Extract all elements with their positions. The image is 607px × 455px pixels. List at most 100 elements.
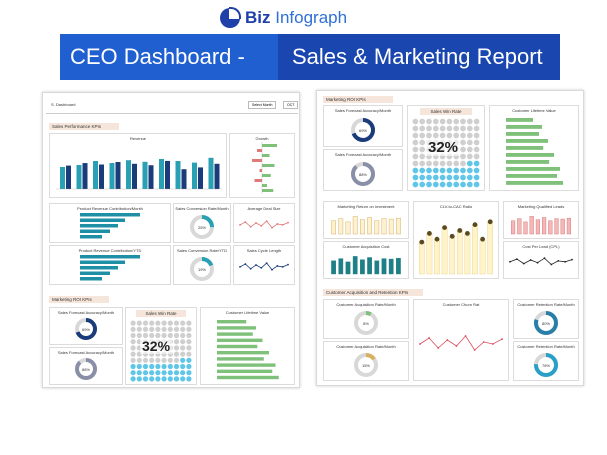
roi-title: Marketing Return on Investment (337, 204, 395, 209)
series-point (276, 265, 279, 267)
revenue-bar (148, 165, 154, 189)
growth-bar (259, 169, 262, 172)
ratio-column (434, 239, 440, 275)
win-dot (142, 363, 149, 370)
series-point (271, 268, 273, 271)
win-dot (446, 118, 453, 125)
ratio-column (456, 230, 463, 275)
growth-bar (262, 164, 275, 167)
dashboard-tab: S. Dashboard (51, 102, 76, 107)
churn-line (419, 335, 503, 351)
column-bar (331, 220, 336, 235)
series-point (249, 225, 252, 228)
divider (46, 113, 298, 114)
win-dot (466, 125, 473, 132)
churn-title: Customer Churn Rat (442, 302, 480, 307)
win-dot (412, 167, 419, 174)
ret2-value: 76% (542, 363, 550, 368)
win-dot (466, 146, 473, 153)
win-dot (426, 160, 432, 167)
win-dot (473, 174, 480, 181)
win-dot (426, 181, 432, 188)
win-dot (167, 376, 173, 382)
banner-title-left: CEO Dashboard - (60, 34, 278, 80)
select-month-button[interactable]: Select Month (248, 101, 277, 109)
column-bar (367, 217, 372, 235)
prc-month-bars (80, 213, 140, 239)
column-bar (381, 258, 387, 275)
conv-month-value: 25% (198, 225, 206, 230)
win-dot (167, 332, 173, 339)
revenue-chart: Revenue (49, 133, 227, 198)
product-bar (80, 229, 110, 233)
growth-bar (257, 149, 262, 152)
win-dot (136, 326, 142, 332)
win-dot (439, 118, 446, 125)
win-dot (432, 181, 439, 188)
clv-bar (217, 326, 256, 330)
win-dot (173, 370, 180, 376)
product-bar (80, 213, 140, 217)
win-dot (426, 167, 432, 174)
win-dot (186, 339, 192, 345)
win-dot (460, 132, 466, 139)
brand: Biz Infograph (220, 7, 347, 28)
mql-title: Marketing Qualified Leads (517, 204, 565, 209)
series-line (509, 257, 573, 265)
win-dot (161, 370, 167, 376)
clv-bar (506, 139, 548, 143)
clv-bar (506, 118, 533, 122)
win-dot (142, 370, 149, 376)
column-bar (331, 260, 336, 275)
win-dot (136, 363, 142, 370)
section-marketing-kpis-r: Marketing ROI KPIs (323, 96, 393, 103)
ratio-marker (472, 222, 478, 228)
forecast2-donut: 88% (75, 358, 97, 380)
win-dot (130, 363, 136, 370)
acq1-title: Customer Acquisition Rate/Month (336, 302, 396, 307)
revenue-bar (165, 160, 170, 189)
dashboard-screenshot-right: Marketing ROI KPIs Sales Forecast Accura… (316, 90, 584, 386)
ratio-marker (480, 236, 485, 242)
win-dot (460, 118, 466, 125)
column-bar (367, 257, 372, 275)
churn-chart: Customer Churn Rat (413, 299, 509, 381)
win-dot (167, 320, 173, 326)
series-point (446, 339, 449, 341)
win-dot (426, 132, 432, 139)
column-bar (338, 258, 344, 275)
win-dot (412, 153, 419, 160)
win-dot (161, 376, 167, 382)
win-dot (453, 118, 460, 125)
win-dot (161, 332, 167, 339)
win-dot (419, 160, 426, 167)
win-dot (432, 160, 439, 167)
cac-bars (331, 256, 401, 275)
product-bar (80, 277, 102, 281)
win-dot (432, 125, 439, 132)
month-selector[interactable]: OCT (283, 101, 299, 109)
prc-ytd-title: Product Revenue Contribution/YTD (78, 248, 142, 253)
revenue-bar (142, 161, 148, 189)
column-bar (374, 260, 380, 275)
win-dot (173, 345, 180, 351)
growth-bar (252, 159, 262, 162)
ret1-value: 80% (542, 321, 550, 326)
ret-gauge-1: Customer Retention Rate/Month 80% (513, 299, 579, 339)
mql-bars (511, 216, 571, 235)
win-dot (130, 357, 136, 363)
win-dot (130, 351, 136, 357)
series-line (419, 335, 503, 351)
acq2-value: 15% (362, 363, 370, 368)
series-point (419, 343, 421, 345)
forecast-r2-donut: 88% (351, 162, 375, 186)
clv-chart: Customer Lifetime Value (200, 307, 295, 385)
growth-bar (262, 144, 277, 147)
win-dot (142, 320, 149, 326)
clv-title: Customer Lifetime Value (225, 310, 270, 315)
win-dot (155, 376, 161, 382)
column-bar (511, 220, 516, 235)
win-rate-card: Sales Win Rate 32% (125, 307, 197, 385)
clv-bar (217, 351, 269, 355)
win-dot (173, 332, 180, 339)
